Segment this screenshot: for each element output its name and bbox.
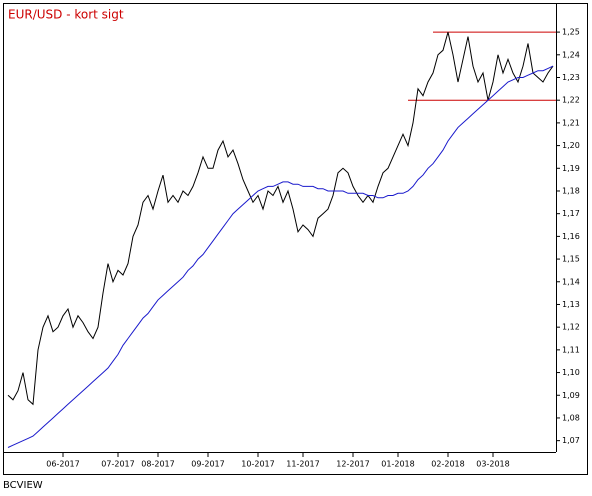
x-tick-label: 10-2017 [241,460,274,469]
x-tick-label: 02-2018 [431,460,464,469]
y-tick-label: 1,11 [562,345,580,354]
x-tick-label: 12-2017 [336,460,369,469]
x-tick-label: 07-2017 [101,460,134,469]
y-tick-label: 1,14 [562,277,580,286]
y-tick-label: 1,18 [562,186,580,195]
frame [3,3,588,475]
line-series [7,31,554,406]
y-tick-label: 1,22 [562,96,580,105]
y-tick-label: 1,17 [562,209,580,218]
source-label: BCVIEW [3,480,43,491]
y-tick-label: 1,25 [562,28,580,37]
x-tick-label: 03-2018 [476,460,509,469]
x-tick-label: 01-2018 [381,460,414,469]
y-tick-label: 1,23 [562,73,580,82]
y-tick-label: 1,24 [562,50,580,59]
y-tick-label: 1,19 [562,164,580,173]
y-tick-label: 1,16 [562,232,580,241]
y-tick-label: 1,07 [562,436,580,445]
line-series [7,65,554,448]
x-tick-label: 08-2017 [141,460,174,469]
y-tick-label: 1,09 [562,391,580,400]
y-tick-label: 1,13 [562,300,580,309]
y-tick-label: 1,21 [562,118,580,127]
y-tick-label: 1,20 [562,141,580,150]
y-tick-label: 1,12 [562,323,580,332]
x-tick-label: 06-2017 [46,460,79,469]
y-tick-label: 1,10 [562,368,580,377]
chart-title: EUR/USD - kort sigt [8,8,124,22]
y-tick-label: 1,08 [562,413,580,422]
x-tick-label: 11-2017 [286,460,319,469]
y-tick-label: 1,15 [562,255,580,264]
x-tick-label: 09-2017 [191,460,224,469]
